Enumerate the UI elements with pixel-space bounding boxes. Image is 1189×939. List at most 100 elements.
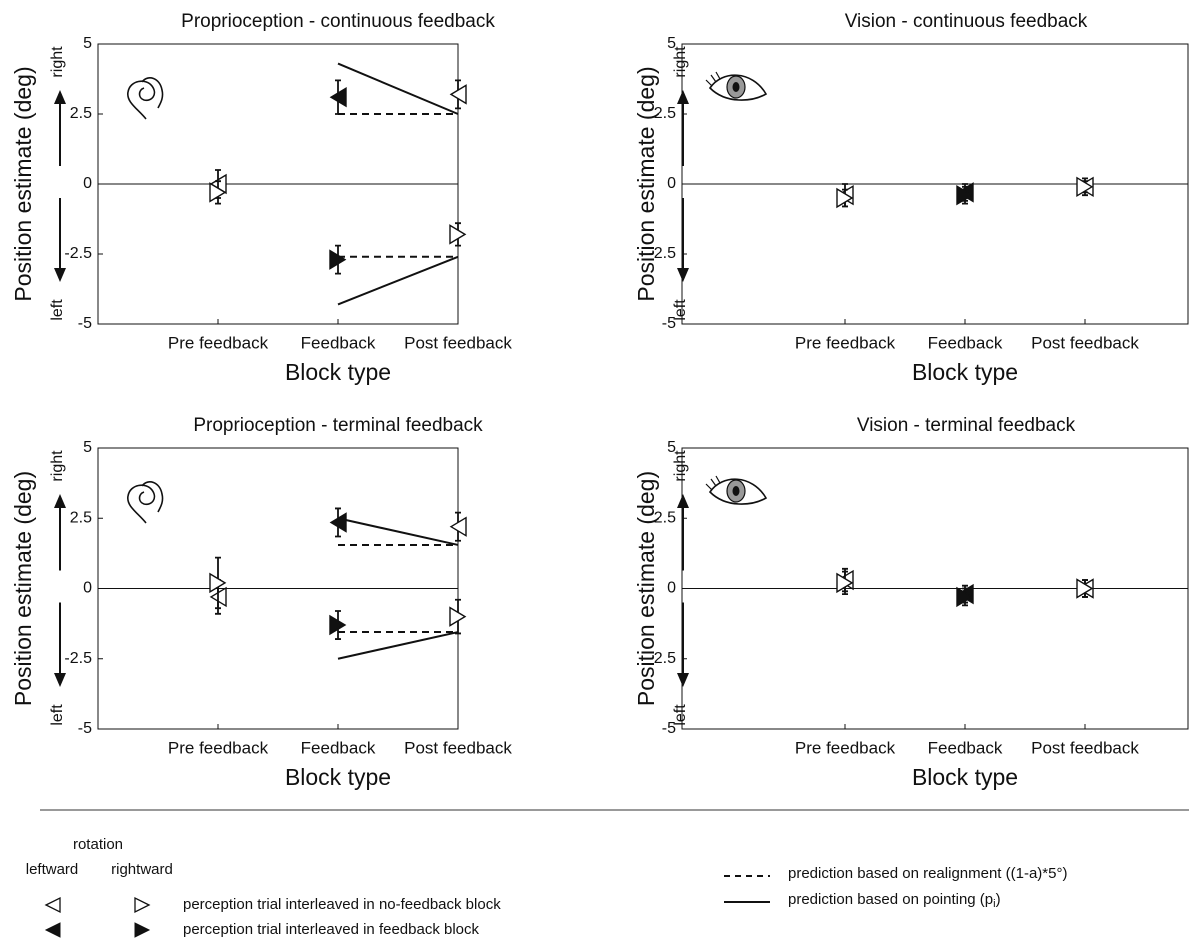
- y-axis-label: Position estimate (deg): [633, 471, 659, 706]
- x-tick-label: Feedback: [301, 333, 376, 352]
- data-marker: [836, 572, 854, 594]
- eye-pupil: [732, 82, 740, 92]
- legend: rotation leftward rightward perception t…: [26, 836, 1068, 938]
- arrow-head: [54, 90, 66, 104]
- direction-label: right: [672, 450, 689, 482]
- data-marker: [449, 84, 467, 105]
- legend-column: rightward: [111, 861, 173, 878]
- data-marker: [449, 606, 467, 627]
- data-marker: [209, 572, 227, 594]
- y-tick-label: 2.5: [70, 105, 92, 122]
- y-tick-label: 0: [83, 175, 92, 192]
- panel: Proprioception - terminal feedback -5 -2.5…: [10, 415, 512, 790]
- y-tick-label: -5: [78, 315, 92, 332]
- y-axis-label: Position estimate (deg): [10, 66, 36, 301]
- x-tick-label: Post feedback: [1031, 738, 1139, 757]
- panel-title: Vision - continuous feedback: [845, 11, 1088, 32]
- y-axis-label: Position estimate (deg): [10, 471, 36, 706]
- y-tick-label: 0: [667, 175, 676, 192]
- y-tick-label: 2.5: [70, 509, 92, 526]
- arrow-head: [677, 494, 689, 508]
- direction-label: left: [672, 299, 689, 321]
- data-marker: [956, 586, 974, 608]
- y-tick-label: -2.5: [64, 245, 92, 262]
- y-tick-label: -2.5: [648, 650, 676, 667]
- prediction-line: [337, 62, 459, 115]
- y-tick-label: -5: [662, 720, 676, 737]
- panel-title: Proprioception - continuous feedback: [181, 11, 495, 32]
- y-tick-label: 2.5: [654, 509, 676, 526]
- x-tick-label: Feedback: [928, 738, 1003, 757]
- legend-text: prediction based on pointing (p: [788, 891, 993, 908]
- y-tick-label: 2.5: [654, 105, 676, 122]
- arrow-head: [677, 673, 689, 687]
- y-tick-label: 5: [667, 35, 676, 52]
- direction-label: left: [49, 704, 66, 726]
- data-marker: [329, 86, 347, 108]
- data-marker: [1076, 176, 1094, 198]
- y-tick-label: 5: [83, 439, 92, 456]
- data-marker: [449, 516, 467, 537]
- legend-marker: [44, 922, 61, 938]
- arrow-head: [677, 268, 689, 282]
- hand-icon: [127, 481, 164, 524]
- x-axis-label: Block type: [912, 764, 1018, 790]
- prediction-line: [337, 517, 459, 546]
- x-tick-label: Post feedback: [404, 333, 512, 352]
- data-marker: [449, 224, 467, 245]
- x-tick-label: Post feedback: [1031, 333, 1139, 352]
- x-axis-label: Block type: [285, 359, 391, 385]
- legend-subscript: i: [993, 898, 995, 910]
- y-tick-label: 0: [83, 580, 92, 597]
- x-tick-label: Post feedback: [404, 738, 512, 757]
- legend-label: prediction based on pointing (pi): [788, 891, 1001, 910]
- prediction-line: [337, 255, 459, 306]
- data-marker: [956, 184, 974, 206]
- legend-column: leftward: [26, 861, 79, 878]
- x-axis-label: Block type: [912, 359, 1018, 385]
- legend-marker: [134, 896, 151, 914]
- y-tick-label: 5: [83, 35, 92, 52]
- x-tick-label: Pre feedback: [168, 333, 269, 352]
- panel: Vision - continuous feedback -5 -2.5 0 2.5 5 P…: [633, 11, 1189, 385]
- legend-text: ): [996, 891, 1001, 908]
- data-marker: [1076, 578, 1094, 599]
- data-marker: [209, 182, 227, 203]
- direction-label: right: [49, 46, 66, 78]
- legend-label: prediction based on realignment ((1-a)*5…: [788, 865, 1067, 882]
- eye-lashes: [705, 71, 721, 87]
- eye-pupil: [732, 486, 740, 496]
- y-tick-label: 0: [667, 580, 676, 597]
- data-marker: [329, 614, 347, 636]
- y-tick-label: -5: [662, 315, 676, 332]
- y-tick-label: -2.5: [648, 245, 676, 262]
- panel-title: Vision - terminal feedback: [857, 415, 1076, 436]
- data-marker: [836, 187, 854, 209]
- y-tick-label: 5: [667, 439, 676, 456]
- direction-label: right: [49, 450, 66, 482]
- arrow-head: [54, 673, 66, 687]
- arrow-head: [54, 268, 66, 282]
- panel: Proprioception - continuous feedback -5 -2…: [10, 11, 512, 385]
- x-tick-label: Pre feedback: [795, 333, 896, 352]
- x-tick-label: Feedback: [928, 333, 1003, 352]
- data-marker: [329, 512, 347, 533]
- legend-label: perception trial interleaved in feedback…: [183, 921, 480, 938]
- panel: Vision - terminal feedback -5 -2.5 0 2.5 5 Pre…: [633, 415, 1189, 790]
- y-tick-label: -2.5: [64, 650, 92, 667]
- prediction-line: [337, 631, 459, 660]
- x-tick-label: Feedback: [301, 738, 376, 757]
- direction-label: left: [49, 299, 66, 321]
- legend-marker: [134, 922, 151, 938]
- x-tick-label: Pre feedback: [168, 738, 269, 757]
- direction-label: right: [672, 46, 689, 78]
- hand-icon: [127, 77, 164, 120]
- panel-title: Proprioception - terminal feedback: [193, 415, 483, 436]
- legend-marker: [44, 896, 61, 914]
- eye-lashes: [705, 475, 721, 491]
- arrow-head: [54, 494, 66, 508]
- x-tick-label: Pre feedback: [795, 738, 896, 757]
- arrow-head: [677, 90, 689, 104]
- y-tick-label: -5: [78, 720, 92, 737]
